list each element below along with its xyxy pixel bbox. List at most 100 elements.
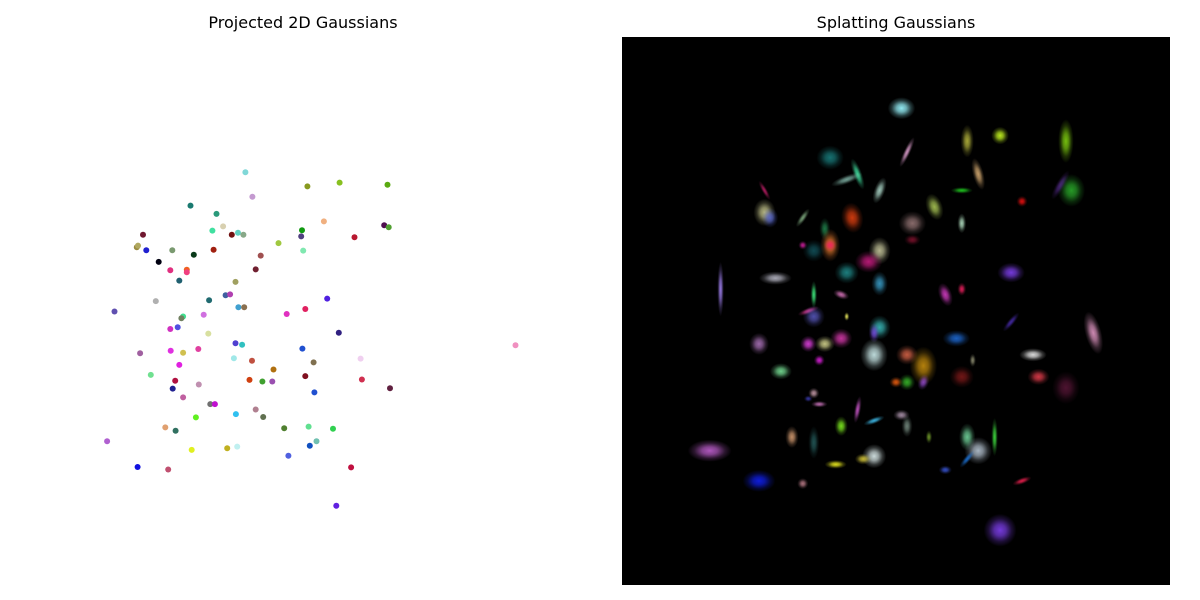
scatter-point: [305, 423, 312, 430]
scatter-point: [207, 401, 214, 408]
gaussian-splat: [957, 282, 967, 296]
scatter-point: [222, 292, 229, 299]
gaussian-splat: [830, 328, 853, 349]
scatter-point: [299, 227, 305, 234]
gaussian-splat: [898, 374, 916, 391]
gaussian-splat: [841, 202, 864, 233]
gaussian-splat: [802, 239, 825, 262]
scatter-chart-title: Projected 2D Gaussians: [208, 13, 397, 32]
gaussian-splat: [769, 363, 792, 380]
scatter-point: [190, 251, 197, 258]
scatter-point: [224, 445, 231, 452]
scatter-point: [324, 295, 331, 302]
scatter-point: [180, 349, 187, 356]
gaussian-splat: [983, 513, 1017, 547]
scatter-point: [269, 378, 276, 385]
scatter-point: [252, 406, 259, 413]
scatter-point: [512, 342, 519, 349]
scatter-point: [351, 234, 358, 241]
gaussian-splat: [854, 250, 883, 273]
gaussian-splat: [904, 234, 921, 246]
gaussian-splat: [844, 312, 850, 321]
gaussian-splat: [868, 323, 880, 343]
scatter-point: [270, 366, 277, 373]
gaussian-splat: [798, 240, 808, 250]
gaussian-splat: [1083, 311, 1104, 355]
gaussian-splat: [742, 469, 776, 492]
scatter-point: [111, 308, 118, 315]
scatter-point: [172, 427, 179, 434]
scatter-point: [188, 446, 195, 453]
gaussian-splat: [802, 305, 825, 328]
gaussian-splat: [814, 335, 835, 353]
scatter-point: [304, 183, 311, 190]
scatter-point: [210, 246, 217, 253]
gaussian-splat: [991, 417, 998, 457]
scatter-point: [178, 315, 185, 322]
gaussian-splat: [887, 97, 916, 120]
scatter-point: [300, 247, 307, 254]
scatter-point: [336, 179, 343, 186]
scatter-point: [381, 222, 388, 229]
gaussian-splat: [1027, 368, 1050, 385]
scatter-point: [176, 361, 183, 368]
scatter-point: [285, 452, 292, 459]
scatter-point: [192, 414, 199, 421]
scatter-point: [385, 224, 392, 231]
scatter-point: [246, 376, 253, 383]
gaussian-splat: [950, 187, 973, 194]
gaussian-splat: [949, 365, 974, 388]
gaussian-splat: [1052, 371, 1080, 405]
scatter-point: [239, 341, 246, 348]
scatter-point: [232, 278, 239, 285]
gaussian-splat: [909, 346, 938, 385]
gaussian-splat: [810, 280, 818, 309]
gaussian-splat: [749, 332, 769, 355]
gaussian-splat: [901, 415, 913, 438]
scatter-point: [311, 389, 318, 396]
scatter-point: [275, 240, 282, 247]
gaussian-splat: [808, 426, 820, 459]
gaussian-splat: [803, 395, 813, 403]
scatter-point: [211, 401, 218, 408]
scatter-point: [257, 252, 264, 259]
gaussian-splat: [800, 335, 817, 353]
gaussian-splat: [831, 172, 863, 187]
scatter-point: [335, 329, 342, 336]
scatter-point: [152, 298, 159, 305]
gaussian-splat: [957, 213, 967, 234]
scatter-point: [281, 425, 288, 432]
scatter-point: [169, 247, 176, 254]
scatter-point: [235, 229, 241, 236]
scatter-point: [167, 326, 174, 332]
gaussian-splat: [925, 193, 944, 221]
gaussian-splat: [759, 271, 792, 285]
scatter-point: [213, 210, 220, 217]
scatter-point: [358, 376, 365, 383]
scatter-point: [384, 181, 391, 188]
gaussian-splat: [833, 289, 850, 300]
scatter-point: [302, 373, 309, 380]
gaussian-splat: [917, 374, 930, 391]
gaussian-splat: [863, 415, 885, 426]
scatter-point: [209, 227, 216, 234]
gaussian-splat: [834, 416, 848, 436]
gaussian-splat: [971, 158, 986, 190]
scatter-point: [232, 340, 239, 347]
scatter-point: [357, 355, 364, 362]
gaussian-splat: [898, 211, 927, 236]
gaussian-splat: [824, 460, 847, 469]
scatter-point: [249, 193, 256, 200]
scatter-point: [313, 438, 320, 445]
scatter-point: [206, 297, 213, 304]
gaussian-splat: [1016, 195, 1028, 207]
gaussian-splat: [808, 387, 820, 399]
splat-chart-title: Splatting Gaussians: [817, 13, 976, 32]
gaussian-splat: [937, 283, 953, 307]
scatter-point: [143, 247, 150, 254]
scatter-point: [205, 330, 212, 337]
splat-render-area: [622, 37, 1170, 585]
scatter-point: [187, 202, 194, 209]
gaussian-splat: [823, 238, 837, 252]
scatter-point: [165, 466, 172, 473]
